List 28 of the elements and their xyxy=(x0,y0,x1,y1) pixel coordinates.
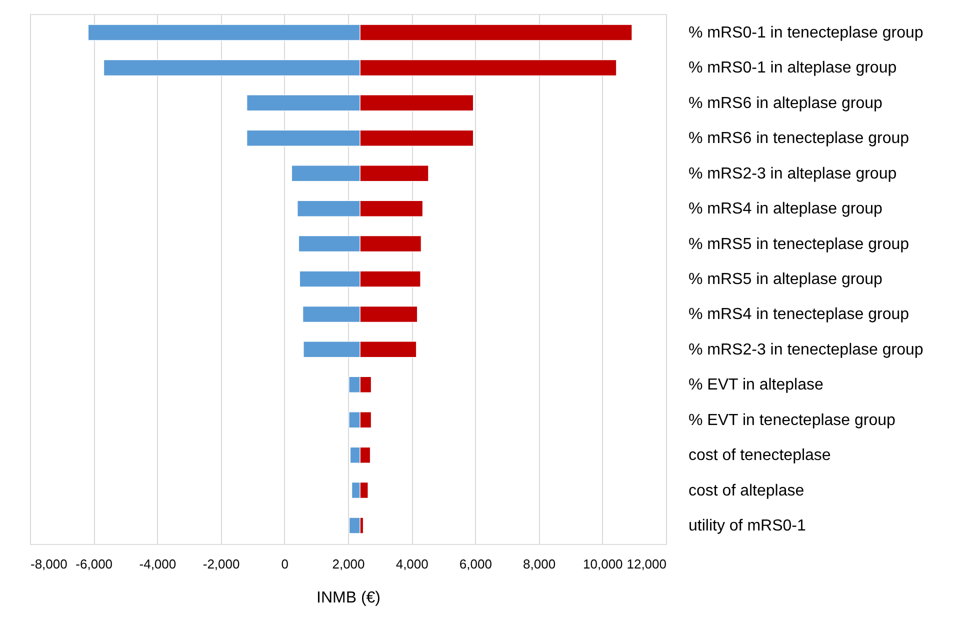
y-tick-label: % EVT in tenecteplase group xyxy=(688,412,896,429)
y-tick-label: % mRS5 in alteplase group xyxy=(688,271,882,288)
x-tick-label: -6,000 xyxy=(76,556,113,572)
bar xyxy=(348,517,360,534)
y-tick-label: % mRS2-3 in alteplase group xyxy=(688,165,897,182)
y-tick-label: % mRS5 in tenecteplase group xyxy=(688,236,910,253)
y-tick-label: utility of mRS0-1 xyxy=(688,518,806,535)
y-tick-label: cost of alteplase xyxy=(688,482,804,500)
x-tick-label: -4,000 xyxy=(139,556,176,572)
x-tick-label: 10,000 xyxy=(583,556,623,572)
x-tick-label: 0 xyxy=(281,556,289,572)
y-tick-label: cost of tenecteplase xyxy=(688,447,831,464)
y-tick-label: % mRS4 in alteplase group xyxy=(688,200,882,218)
y-tick-label: % mRS4 in tenecteplase group xyxy=(688,306,910,324)
y-tick-label: % mRS0-1 in tenecteplase group xyxy=(688,24,924,42)
x-tick-label: 4,000 xyxy=(396,556,428,572)
y-tick-label: % EVT in alteplase xyxy=(688,376,824,394)
x-tick-label: 8,000 xyxy=(523,556,556,572)
x-tick-label: 12,000 xyxy=(626,556,666,572)
y-tick-label: % mRS0-1 in alteplase group xyxy=(688,60,897,77)
x-tick-label: 6,000 xyxy=(459,556,492,572)
y-tick-label: % mRS2-3 in tenecteplase group xyxy=(688,341,924,358)
y-tick-label: % mRS6 in tenecteplase group xyxy=(688,130,910,148)
x-tick-label: -8,000 xyxy=(30,556,68,572)
x-tick-label: 2,000 xyxy=(332,556,365,572)
x-tick-label: -2,000 xyxy=(202,556,240,572)
y-tick-label: % mRS6 in alteplase group xyxy=(688,94,882,112)
x-axis-title: INMB (€) xyxy=(316,590,380,606)
